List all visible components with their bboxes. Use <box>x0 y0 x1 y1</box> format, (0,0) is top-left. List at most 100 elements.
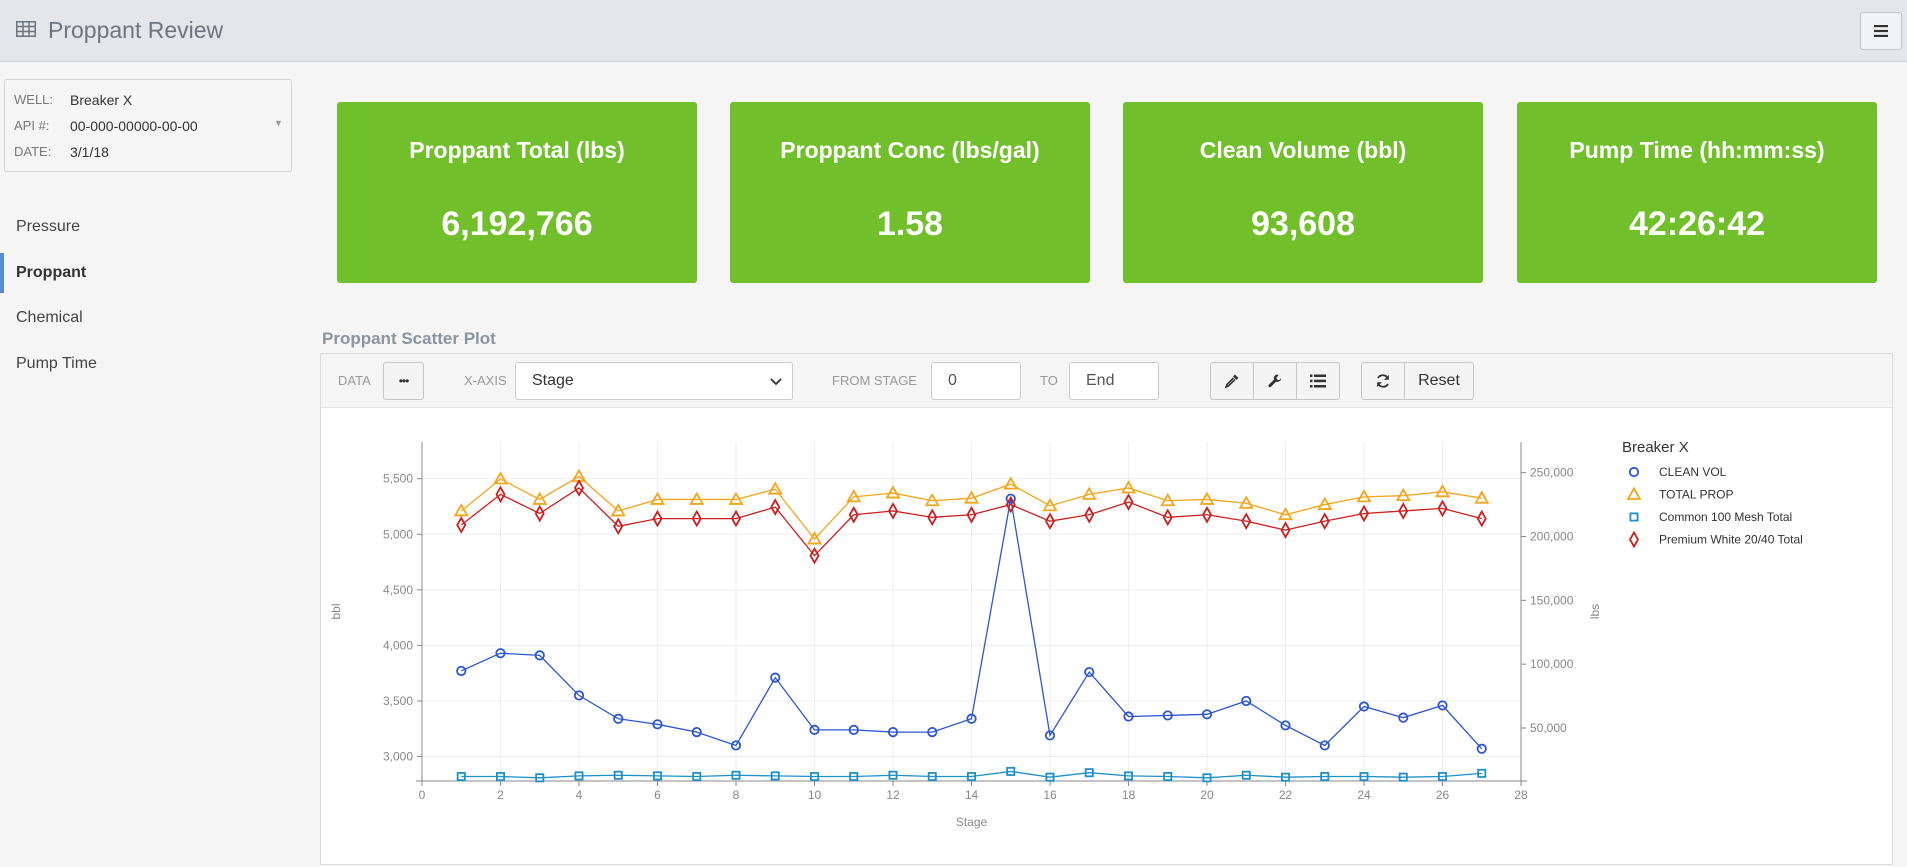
legend-marker-common-100-mesh-total <box>1629 512 1639 522</box>
data-point-clean-vol <box>1319 740 1330 751</box>
data-point-clean-vol <box>1123 711 1134 722</box>
hamburger-icon <box>1874 25 1888 37</box>
data-point-common-100-mesh-total <box>1398 772 1408 782</box>
legend-label: CLEAN VOL <box>1659 465 1727 479</box>
data-point-premium-white-20-40-total <box>1437 499 1448 518</box>
sidebar-item-pressure[interactable]: Pressure <box>0 207 290 247</box>
x-tick-label: 18 <box>1122 788 1136 802</box>
eyedropper-button[interactable] <box>1210 362 1254 400</box>
data-point-common-100-mesh-total <box>1163 772 1173 782</box>
y-axis-title: bbl <box>329 603 343 619</box>
data-point-clean-vol <box>1044 730 1056 741</box>
x-tick-label: 20 <box>1200 788 1214 802</box>
series-line-clean-vol <box>460 498 1483 750</box>
data-point-premium-white-20-40-total <box>534 504 545 523</box>
legend-title: Breaker X <box>1622 439 1689 456</box>
card-pump-time: Pump Time (hh:mm:ss) 42:26:42 <box>1517 102 1877 283</box>
chevron-down-icon[interactable]: ▼ <box>274 118 283 128</box>
data-point-total-prop <box>806 531 823 545</box>
data-point-common-100-mesh-total <box>456 772 466 782</box>
xaxis-select[interactable]: Stage <box>515 362 793 400</box>
sidebar-item-chemical[interactable]: Chemical <box>0 298 290 338</box>
data-point-common-100-mesh-total <box>1241 770 1251 780</box>
data-point-premium-white-20-40-total <box>1241 512 1252 530</box>
data-point-total-prop <box>1120 480 1137 494</box>
data-point-total-prop <box>846 489 862 503</box>
data-point-clean-vol <box>1201 709 1213 720</box>
menu-button[interactable] <box>1860 12 1902 50</box>
card-value: 1.58 <box>876 205 944 243</box>
refresh-icon <box>1377 374 1389 388</box>
data-point-clean-vol <box>927 726 938 738</box>
legend-marker-premium-white-20-40-total <box>1628 530 1640 549</box>
date-value: 3/1/18 <box>70 144 109 160</box>
data-point-premium-white-20-40-total <box>1084 505 1095 524</box>
x-tick-label: 6 <box>654 788 661 802</box>
data-point-premium-white-20-40-total <box>1005 495 1016 514</box>
y2-tick-label: 250,000 <box>1530 466 1574 480</box>
sidebar-item-proppant[interactable]: Proppant <box>0 253 290 293</box>
data-point-total-prop <box>728 491 744 505</box>
data-point-clean-vol <box>730 740 742 751</box>
data-point-total-prop <box>532 491 548 505</box>
well-value: Breaker X <box>70 92 133 108</box>
data-point-clean-vol <box>456 665 467 677</box>
top-bar: Proppant Review <box>0 0 1907 62</box>
sidebar-item-pump-time[interactable]: Pump Time <box>0 344 290 384</box>
reset-button[interactable]: Reset <box>1404 362 1474 400</box>
data-point-premium-white-20-40-total <box>495 485 506 504</box>
chart-toolbar: DATA ••• X-AXIS Stage FROM STAGE 0 TO En… <box>321 354 1892 408</box>
data-point-common-100-mesh-total <box>927 772 937 782</box>
data-point-common-100-mesh-total <box>770 771 780 781</box>
data-point-premium-white-20-40-total <box>966 505 977 524</box>
data-point-total-prop <box>1317 496 1333 510</box>
y2-tick-label: 150,000 <box>1530 593 1574 607</box>
data-point-clean-vol <box>1162 710 1173 721</box>
data-point-premium-white-20-40-total <box>848 505 859 524</box>
data-point-premium-white-20-40-total <box>1123 493 1134 511</box>
data-point-clean-vol <box>691 726 702 738</box>
data-point-common-100-mesh-total <box>1359 772 1369 782</box>
x-tick-label: 16 <box>1043 788 1057 802</box>
x-tick-label: 8 <box>733 788 740 802</box>
card-proppant-conc: Proppant Conc (lbs/gal) 1.58 <box>730 102 1090 283</box>
refresh-button[interactable] <box>1361 362 1405 400</box>
data-point-total-prop <box>689 491 705 505</box>
x-tick-label: 12 <box>886 788 900 802</box>
data-point-clean-vol <box>848 724 859 735</box>
data-point-clean-vol <box>1005 493 1016 504</box>
data-point-clean-vol <box>1241 695 1252 707</box>
to-stage-input[interactable]: End <box>1069 362 1159 400</box>
data-point-total-prop <box>1474 490 1490 504</box>
legend-label: Premium White 20/40 Total <box>1659 533 1803 547</box>
y-tick-label: 4,500 <box>383 583 413 597</box>
y-tick-label: 5,500 <box>383 472 413 486</box>
well-selector[interactable]: WELL: Breaker X API #: 00-000-00000-00-0… <box>4 79 292 172</box>
data-point-common-100-mesh-total <box>613 770 623 780</box>
settings-button[interactable] <box>1253 362 1297 400</box>
from-stage-label: FROM STAGE <box>832 373 917 388</box>
data-point-common-100-mesh-total <box>1084 768 1094 778</box>
data-point-premium-white-20-40-total <box>1044 512 1056 530</box>
list-icon <box>1310 374 1326 388</box>
data-point-common-100-mesh-total <box>1477 768 1487 778</box>
data-point-clean-vol <box>652 719 663 730</box>
data-point-premium-white-20-40-total <box>573 479 585 497</box>
y-tick-label: 3,500 <box>383 694 413 708</box>
data-point-premium-white-20-40-total <box>691 509 702 528</box>
data-point-clean-vol <box>495 648 506 659</box>
data-point-clean-vol <box>809 724 820 735</box>
to-label: TO <box>1040 373 1058 388</box>
data-point-common-100-mesh-total <box>1320 772 1330 782</box>
data-point-total-prop <box>1042 498 1058 512</box>
from-stage-input[interactable]: 0 <box>931 362 1021 400</box>
card-value: 42:26:42 <box>1628 205 1766 243</box>
xaxis-select-value: Stage <box>532 372 574 389</box>
y2-tick-label: 200,000 <box>1530 529 1574 543</box>
data-point-premium-white-20-40-total <box>1201 505 1213 524</box>
legend-list-button[interactable] <box>1296 362 1340 400</box>
wrench-icon <box>1268 374 1282 388</box>
data-point-total-prop <box>1395 487 1411 502</box>
legend-label: TOTAL PROP <box>1659 488 1733 502</box>
data-options-button[interactable]: ••• <box>383 362 424 400</box>
